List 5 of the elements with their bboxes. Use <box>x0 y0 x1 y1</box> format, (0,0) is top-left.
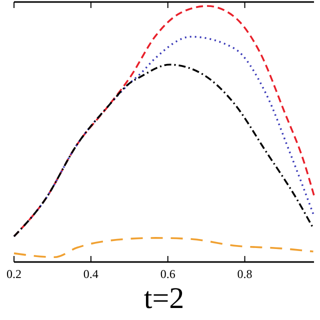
x-tick-label: 0.6 <box>160 267 176 281</box>
x-tick-label: 0.2 <box>6 267 22 281</box>
x-tick-label: 0.4 <box>83 267 98 281</box>
text: t=2 <box>144 282 184 315</box>
x-tick-label: 0.8 <box>237 267 252 281</box>
